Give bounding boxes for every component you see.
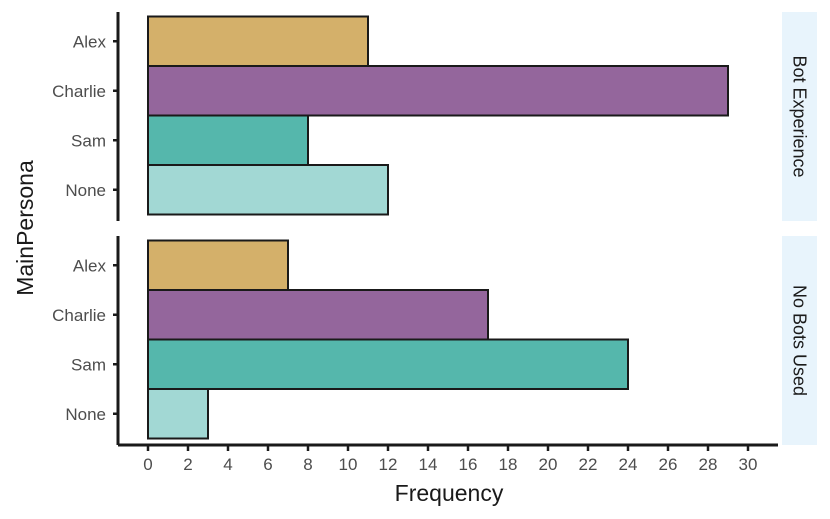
x-tick-label: 4 [223,455,232,474]
x-tick-label: 10 [339,455,358,474]
facet-strip-label: Bot Experience [790,55,810,177]
x-tick-label: 24 [619,455,638,474]
x-tick-label: 22 [579,455,598,474]
x-tick-label: 28 [699,455,718,474]
bar-sam [147,114,309,166]
x-tick-label: 20 [539,455,558,474]
y-tick-label: Sam [71,355,106,374]
x-tick-label: 12 [379,455,398,474]
y-tick-label: None [65,405,106,424]
x-tick-label: 16 [459,455,478,474]
x-tick-label: 6 [263,455,272,474]
facet-strip [782,12,817,221]
bar-charlie [147,289,489,341]
bar-alex [147,239,289,291]
y-axis-title: MainPersona [12,160,38,296]
panel-2: Alex Charlie Sam None No Bots Used [52,236,817,445]
facet-strip-label: No Bots Used [790,285,810,396]
x-axis: 0 2 4 6 8 10 12 14 16 18 20 22 24 26 28 30 [118,443,778,474]
x-axis-title: Frequency [395,480,504,506]
x-tick-label: 0 [143,455,152,474]
bar-sam [147,338,629,390]
bar-none [147,388,209,440]
y-tick-label: Alex [73,32,107,51]
y-tick-label: Sam [71,131,106,150]
x-tick-label: 30 [739,455,758,474]
x-tick-label: 14 [419,455,438,474]
facet-strip [782,236,817,445]
bar-alex [147,15,369,67]
panel-1: Alex Charlie Sam None Bot Experience [52,12,817,221]
y-tick-label: None [65,181,106,200]
y-tick-label: Charlie [52,82,106,101]
y-tick-label: Alex [73,256,107,275]
x-tick-label: 2 [183,455,192,474]
x-tick-label: 18 [499,455,518,474]
y-tick-label: Charlie [52,306,106,325]
x-tick-label: 8 [303,455,312,474]
panels-layer: Alex Charlie Sam None Bot Experience Alex Char… [52,12,817,445]
bar-charlie [147,65,729,117]
bar-none [147,164,389,216]
x-tick-label: 26 [659,455,678,474]
